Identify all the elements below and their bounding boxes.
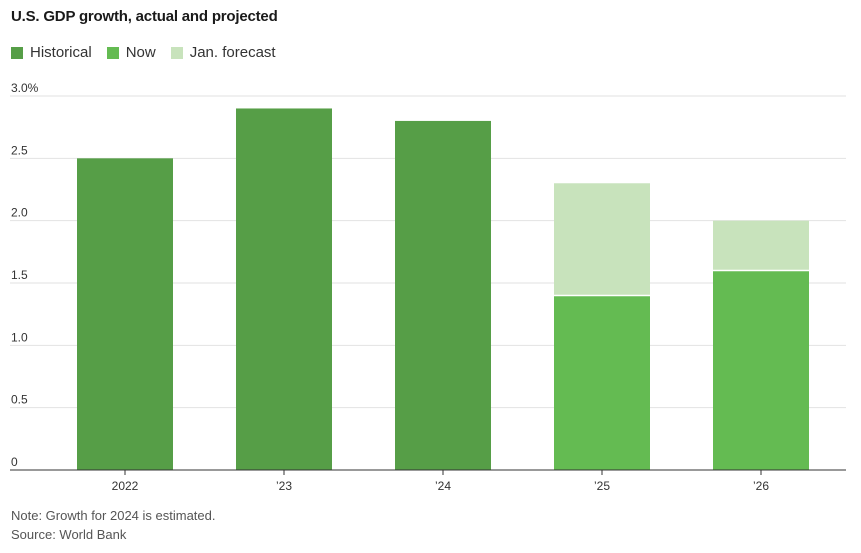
x-tick-label: ’24 [435, 479, 451, 493]
legend-swatch-jan-forecast [170, 46, 183, 59]
x-tick-label: 2022 [112, 479, 139, 493]
y-tick-label: 0.5 [11, 393, 28, 407]
chart-title: U.S. GDP growth, actual and projected [11, 8, 278, 25]
bar-now-4 [713, 270, 809, 470]
chart-source: Source: World Bank [11, 527, 127, 542]
y-tick-label: 0 [11, 455, 18, 469]
chart-note: Note: Growth for 2024 is estimated. [11, 508, 216, 523]
legend-swatch-now [106, 46, 119, 59]
legend-item-jan-forecast: Jan. forecast [170, 44, 276, 61]
legend-label-now: Now [125, 44, 156, 61]
y-tick-label: 1.0 [11, 330, 28, 344]
bar-historical-2 [395, 120, 491, 470]
bar-historical-1 [236, 108, 332, 470]
legend-swatch-historical [11, 46, 23, 59]
y-tick-label: 3.0% [11, 81, 39, 95]
x-tick-label: ’23 [276, 479, 292, 493]
chart-legend: Historical Now Jan. forecast [11, 44, 291, 61]
legend-item-now: Now [106, 44, 156, 61]
legend-item-historical: Historical [11, 44, 92, 61]
legend-label-historical: Historical [30, 44, 92, 61]
y-tick-label: 1.5 [11, 268, 28, 282]
y-tick-label: 2.5 [11, 143, 28, 157]
legend-label-jan-forecast: Jan. forecast [189, 44, 276, 61]
bar-now-3 [554, 295, 650, 470]
bar-historical-0 [77, 158, 173, 471]
y-tick-label: 2.0 [11, 206, 28, 220]
x-tick-label: ’26 [753, 479, 769, 493]
x-tick-label: ’25 [594, 479, 610, 493]
